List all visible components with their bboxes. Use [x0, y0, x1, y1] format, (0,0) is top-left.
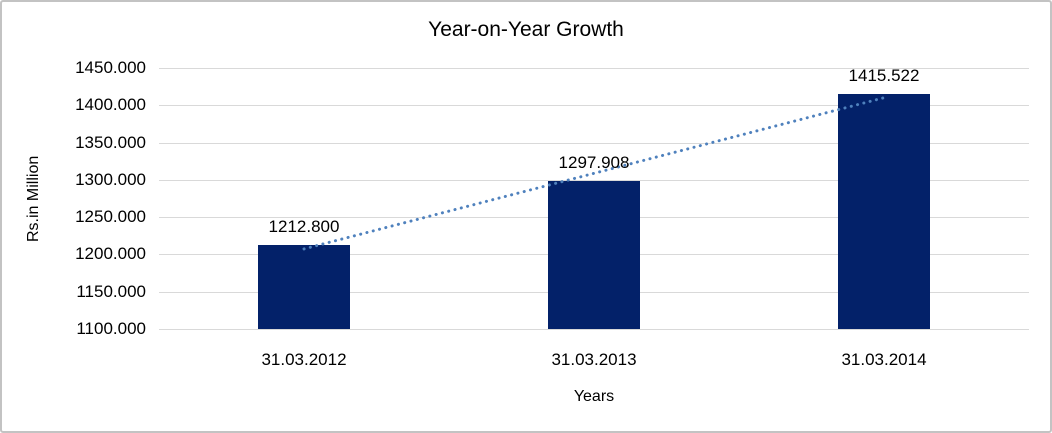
bar-value-label: 1212.800: [268, 216, 340, 236]
gridline: [159, 68, 1029, 69]
y-tick-label: 1400.000: [75, 95, 146, 115]
bar: [548, 181, 640, 329]
y-tick-label: 1350.000: [75, 132, 146, 152]
x-category-label: 31.03.2013: [551, 350, 637, 369]
y-tick-label: 1200.000: [75, 244, 146, 264]
bar: [258, 244, 350, 329]
y-tick-label: 1450.000: [75, 58, 146, 77]
bar-value-label: 1297.908: [558, 153, 630, 173]
chart-title: Year-on-Year Growth: [428, 18, 624, 41]
bar-value-label: 1415.522: [848, 65, 920, 85]
gridline: [159, 329, 1029, 330]
y-tick-label: 1150.000: [76, 281, 146, 301]
bar: [838, 93, 930, 329]
x-category-label: 31.03.2012: [261, 350, 347, 369]
y-tick-label: 1100.000: [76, 319, 146, 338]
x-category-label: 31.03.2014: [841, 350, 927, 369]
y-tick-label: 1300.000: [75, 169, 146, 189]
y-tick-label: 1250.000: [75, 207, 146, 227]
x-axis-title: Years: [573, 388, 615, 405]
